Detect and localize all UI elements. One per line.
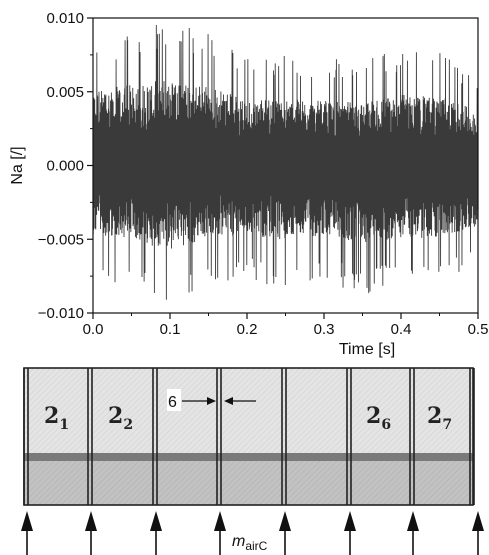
flow-arrows [21, 511, 484, 555]
cell-wall [346, 368, 352, 505]
flow-arrow [472, 511, 484, 555]
y-tick-label: 0.005 [46, 84, 84, 101]
gap-annotation: 6 [167, 389, 256, 411]
y-tick-label: −0.010 [38, 305, 84, 322]
flow-arrow [407, 511, 419, 555]
flow-arrow [214, 511, 226, 555]
y-tick-label: 0.010 [46, 10, 84, 27]
signal-line [93, 25, 478, 300]
x-tick-label: 0.4 [391, 321, 412, 338]
cell-wall [216, 368, 222, 505]
cell-row [23, 367, 475, 506]
svg-text:6: 6 [168, 394, 177, 411]
x-tick-label: 0.5 [468, 321, 489, 338]
x-tick-label: 0.1 [160, 321, 181, 338]
separator-band [24, 453, 473, 461]
flow-label: mairC [232, 533, 268, 553]
flow-arrow [85, 511, 97, 555]
cell-wall [409, 368, 415, 505]
plot-area [93, 25, 478, 300]
flow-arrow [150, 511, 162, 555]
lower-region [24, 461, 473, 505]
flow-arrow [279, 511, 291, 555]
cell-wall [152, 368, 158, 505]
x-axis-title: Time [s] [339, 341, 395, 358]
cell-label: 26 [366, 403, 391, 433]
cell-wall [469, 368, 475, 505]
x-tick-label: 0.0 [83, 321, 104, 338]
x-tick-label: 0.2 [237, 321, 258, 338]
flow-arrow [21, 511, 33, 555]
cell-wall [281, 368, 287, 505]
y-tick-label: 0.000 [46, 158, 84, 175]
flow-arrow [344, 511, 356, 555]
diagram-outline [23, 367, 474, 506]
cell-wall [87, 368, 93, 505]
y-axis-title: Na [/] [9, 146, 26, 184]
x-tick-label: 0.3 [314, 321, 335, 338]
y-tick-label: −0.005 [38, 231, 84, 248]
upper-region [24, 368, 473, 453]
